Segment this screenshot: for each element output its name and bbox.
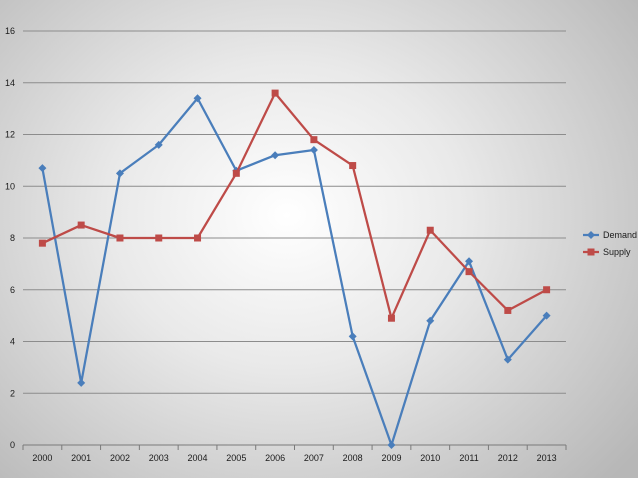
legend-marker bbox=[587, 248, 595, 256]
legend-marker bbox=[587, 231, 595, 239]
supply-point bbox=[504, 306, 512, 314]
x-tick-label: 2010 bbox=[420, 453, 440, 463]
supply-point bbox=[349, 162, 357, 170]
x-tick-label: 2009 bbox=[381, 453, 401, 463]
demand-point bbox=[154, 140, 163, 149]
supply-point bbox=[194, 234, 202, 242]
x-tick-label: 2000 bbox=[32, 453, 52, 463]
demand-point bbox=[465, 257, 474, 266]
supply-point bbox=[38, 239, 46, 247]
axes: 0 2 4 6 8 10 12 14 16 2000 2001 2002 2003 2004 2005 200… bbox=[5, 26, 567, 463]
demand-point bbox=[426, 316, 435, 325]
y-tick-label: 6 bbox=[10, 285, 15, 295]
demand-point bbox=[115, 169, 124, 178]
y-tick-label: 0 bbox=[10, 440, 15, 450]
supply-point bbox=[387, 314, 395, 322]
y-tick-label: 12 bbox=[5, 130, 15, 140]
legend-label: Supply bbox=[603, 247, 631, 257]
demand-point bbox=[503, 355, 512, 364]
legend-item-demand: Demand bbox=[583, 230, 637, 240]
gridlines bbox=[23, 30, 566, 394]
x-tick-label: 2013 bbox=[537, 453, 557, 463]
legend-label: Demand bbox=[603, 230, 637, 240]
demand-point bbox=[271, 151, 280, 160]
legend: Demand Supply bbox=[583, 230, 637, 257]
y-tick-label: 2 bbox=[10, 388, 15, 398]
y-tick-label: 4 bbox=[10, 337, 15, 347]
series-demand bbox=[38, 94, 551, 449]
supply-line bbox=[41, 91, 548, 320]
y-tick-label: 8 bbox=[10, 233, 15, 243]
supply-point bbox=[116, 234, 124, 242]
x-tick-label: 2004 bbox=[188, 453, 208, 463]
y-tick-label: 14 bbox=[5, 78, 15, 88]
demand-point bbox=[542, 311, 551, 320]
supply-point bbox=[426, 226, 434, 234]
legend-item-supply: Supply bbox=[583, 247, 631, 257]
x-tick-label: 2011 bbox=[459, 453, 478, 463]
demand-line bbox=[41, 97, 548, 447]
series-supply bbox=[38, 89, 551, 322]
x-tick-label: 2007 bbox=[304, 453, 324, 463]
supply-point bbox=[543, 286, 551, 294]
demand-point bbox=[38, 164, 47, 173]
series-layer bbox=[38, 89, 551, 449]
x-tick-label: 2005 bbox=[226, 453, 246, 463]
demand-point bbox=[193, 94, 202, 103]
x-tick-label: 2006 bbox=[265, 453, 285, 463]
supply-point bbox=[77, 221, 85, 229]
supply-point bbox=[232, 169, 240, 177]
x-tick-label: 2008 bbox=[343, 453, 363, 463]
y-tick-label: 10 bbox=[5, 181, 15, 191]
demand-point bbox=[348, 332, 357, 341]
supply-point bbox=[271, 89, 279, 97]
x-tick-label: 2001 bbox=[71, 453, 91, 463]
x-tick-label: 2003 bbox=[149, 453, 169, 463]
supply-point bbox=[155, 234, 163, 242]
y-tick-label: 16 bbox=[5, 26, 15, 36]
demand-point bbox=[387, 441, 396, 449]
demand-point bbox=[309, 146, 318, 155]
supply-point bbox=[310, 136, 318, 144]
demand-point bbox=[77, 378, 86, 387]
supply-point bbox=[465, 268, 473, 276]
x-tick-label: 2002 bbox=[110, 453, 130, 463]
x-tick-label: 2012 bbox=[498, 453, 518, 463]
